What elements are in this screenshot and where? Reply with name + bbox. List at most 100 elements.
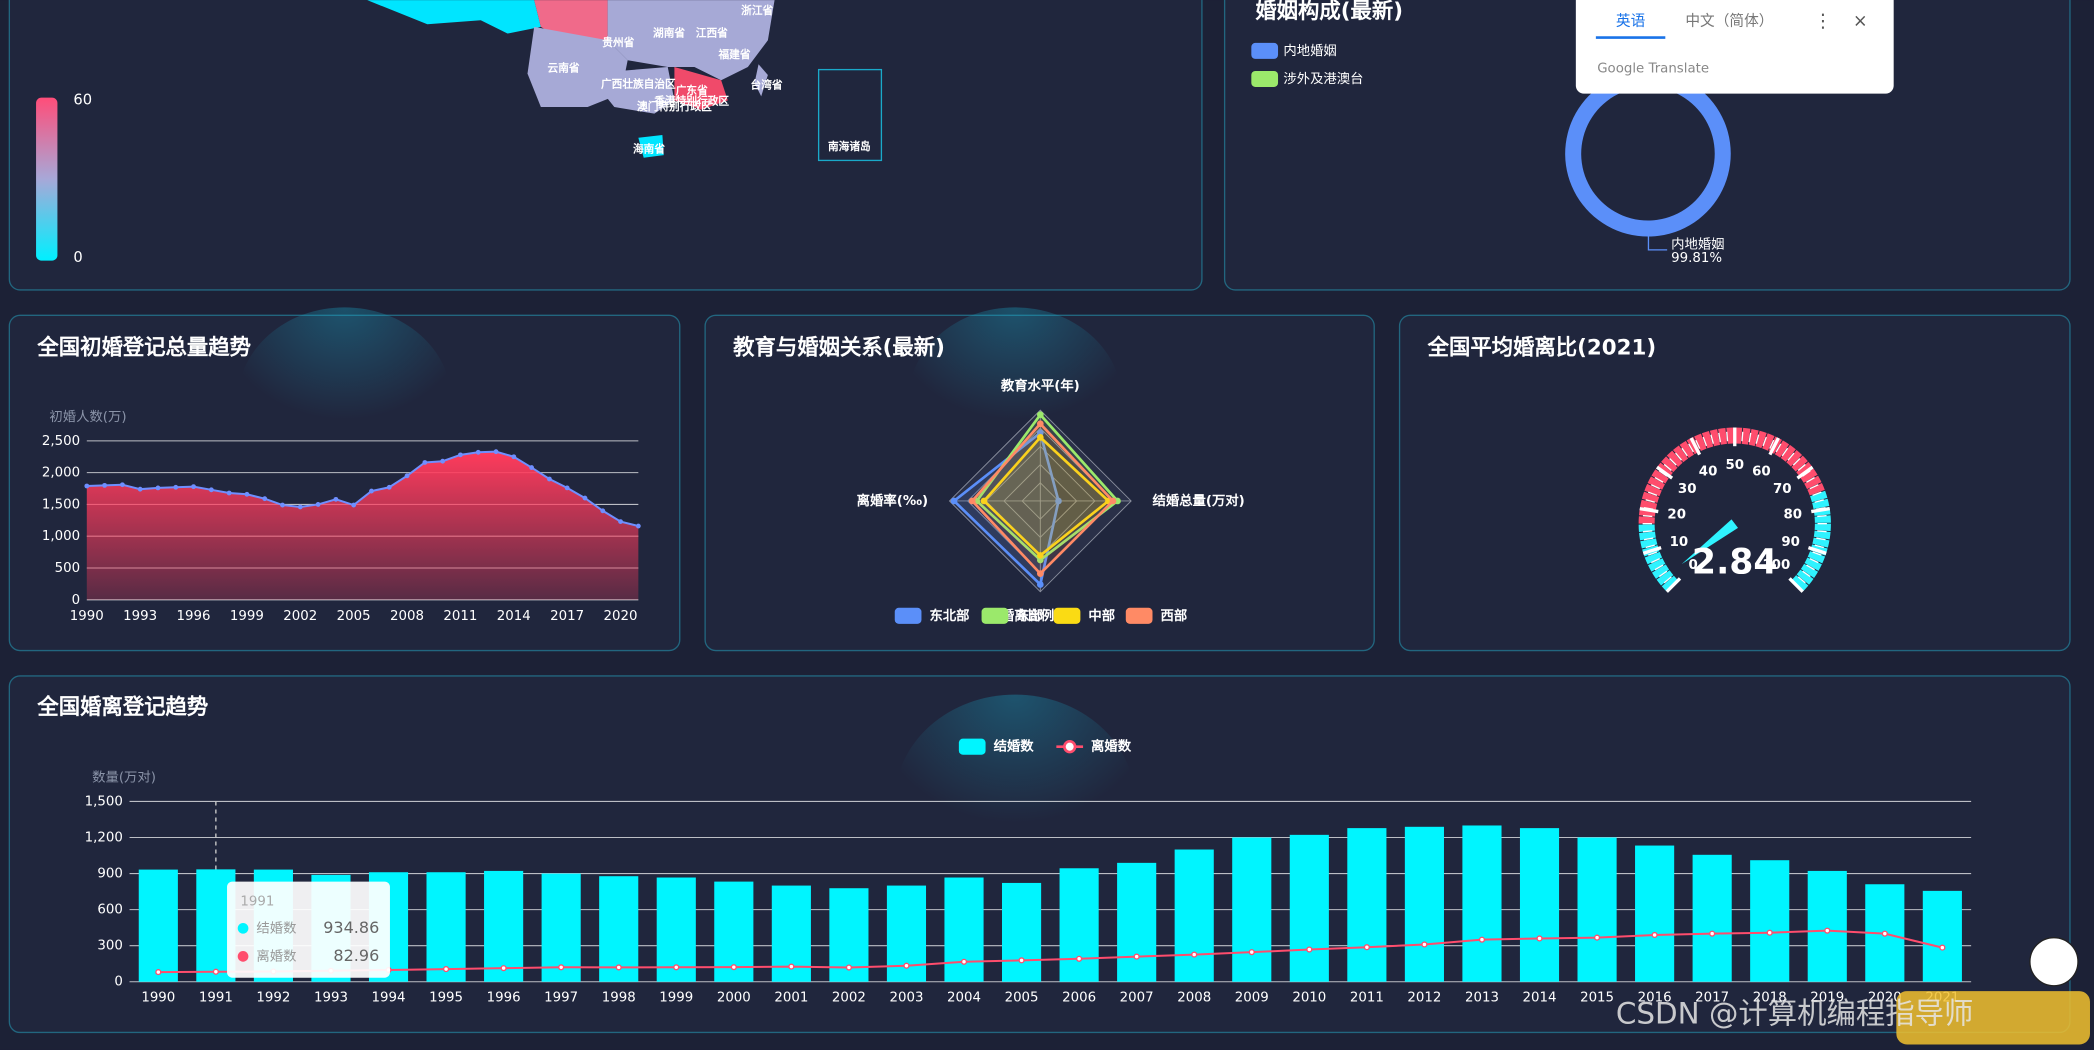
gauge-minor-tick (1650, 558, 1661, 564)
radar-point (1036, 581, 1044, 588)
visual-map-bar (36, 97, 58, 261)
x-tick-label: 1994 (372, 991, 406, 1006)
gauge-value: 2.84 (1692, 543, 1778, 583)
gauge-band (1814, 515, 1831, 523)
legend-swatch (1251, 70, 1279, 87)
x-tick-label: 1999 (659, 991, 693, 1006)
area (86, 451, 639, 600)
x-tick-label: 2017 (550, 609, 584, 624)
point (1076, 955, 1083, 962)
point (558, 964, 565, 971)
gauge-band (1741, 427, 1751, 445)
gauge-band (1661, 456, 1678, 473)
bar (1059, 868, 1099, 982)
point (155, 969, 162, 976)
tab[interactable]: 中文（简体） (1685, 13, 1773, 30)
point (442, 966, 450, 973)
gauge-band (1807, 551, 1826, 564)
bar (1635, 845, 1675, 982)
gauge-band (1640, 538, 1658, 549)
x-tick-label: 2016 (1638, 991, 1672, 1006)
bar (1577, 837, 1617, 982)
x-tick-label: 2002 (283, 609, 317, 624)
map-region (367, 0, 541, 34)
x-tick-label: 2011 (1350, 991, 1384, 1006)
chart-title: 全国平均婚离比(2021) (1427, 335, 1656, 361)
gauge-major-tick (1811, 506, 1830, 514)
y-tick-label: 1,500 (42, 497, 80, 512)
point (615, 964, 622, 971)
x-tick-label: 1990 (70, 609, 104, 624)
gauge-tick-label: 40 (1699, 464, 1718, 479)
gauge-band (1800, 468, 1818, 483)
point (226, 490, 232, 496)
radar-point (1036, 420, 1044, 428)
map-label: 江西省 (696, 27, 728, 40)
gauge-band (1791, 575, 1809, 591)
x-tick-label: 2014 (497, 609, 531, 624)
map-label: 湖南省 (653, 27, 685, 40)
x-tick-label: 1999 (230, 609, 264, 624)
gauge-major-tick (1655, 465, 1674, 480)
gauge-tick-label: 60 (1752, 464, 1771, 479)
map-label: 浙江省 (741, 4, 773, 17)
y-tick-label: 0 (72, 593, 81, 608)
y-tick-label: 1,200 (85, 830, 123, 845)
gauge-band (1800, 563, 1819, 579)
x-tick-label: 1993 (123, 609, 157, 624)
point (386, 484, 392, 490)
radar-point (1036, 411, 1044, 419)
x-tick-label: 2003 (889, 991, 923, 1006)
point (404, 473, 410, 479)
indicator-label: 结婚总量(万对) (1153, 492, 1245, 509)
tab[interactable]: 英语 (1616, 12, 1646, 30)
point (1248, 949, 1255, 956)
point (1939, 944, 1946, 951)
gauge-minor-tick (1647, 491, 1658, 496)
gauge-band (1762, 433, 1775, 451)
legend-swatch (981, 607, 1009, 624)
point (635, 523, 641, 529)
bar (541, 873, 581, 982)
point (1478, 936, 1486, 943)
menu-button[interactable]: ⋮ (1814, 11, 1833, 32)
point (84, 483, 90, 489)
chart-title: 全国初婚登记总量趋势 (36, 335, 251, 361)
visual-map-min: 0 (73, 249, 82, 266)
gauge-minor-tick (1658, 570, 1668, 578)
bar (1807, 870, 1847, 982)
gauge-minor-tick (1762, 436, 1767, 447)
gauge-tick-label: 90 (1781, 535, 1800, 550)
point (618, 519, 623, 525)
radar-point (1036, 552, 1044, 559)
point (137, 486, 143, 492)
y-tick-label: 1,500 (85, 794, 123, 809)
x-tick-label: 2007 (1120, 991, 1154, 1006)
gauge-band (1804, 557, 1822, 571)
gauge-band (1791, 455, 1808, 472)
map-label: 海南省 (633, 143, 665, 156)
gauge-minor-tick (1654, 477, 1664, 483)
legend-swatch (958, 738, 986, 755)
popup-box (1575, 0, 1894, 94)
close-button[interactable]: × (1853, 12, 1868, 32)
x-tick-label: 2006 (1062, 991, 1096, 1006)
tooltip-name: 结婚数 (256, 920, 296, 936)
gauge-minor-tick (1755, 434, 1760, 444)
gauge-minor-tick (1817, 530, 1827, 533)
gauge-major-tick (1665, 577, 1682, 593)
gauge-minor-tick (1781, 447, 1789, 457)
gauge-minor-tick (1643, 537, 1654, 541)
gauge-minor-tick (1669, 458, 1677, 466)
map-label: 云南省 (548, 61, 580, 74)
slice-value-label: 99.81% (1671, 251, 1722, 266)
gauge-minor-tick (1654, 564, 1664, 571)
point (1766, 929, 1773, 936)
point (1824, 927, 1831, 934)
gauge-minor-tick (1809, 558, 1819, 564)
bar (1750, 860, 1790, 982)
x-tick-label: 2008 (1177, 991, 1211, 1006)
point (212, 968, 219, 975)
map-label: 广西壮族自治区 (601, 77, 676, 90)
